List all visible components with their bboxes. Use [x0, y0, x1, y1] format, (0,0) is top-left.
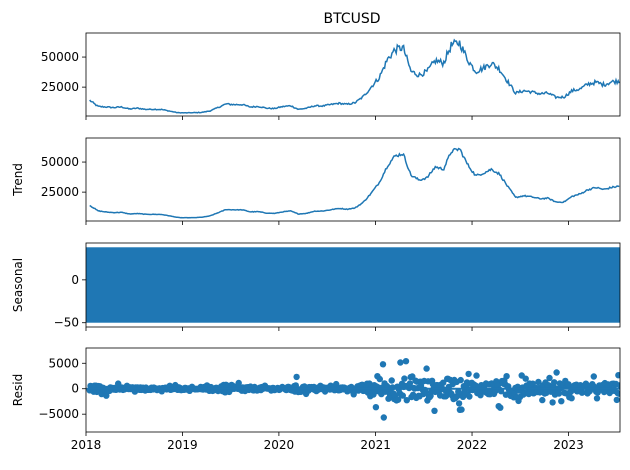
series-line-trend: [89, 147, 620, 219]
y-axis-label: Resid: [11, 374, 25, 406]
resid-point: [406, 380, 414, 387]
y-tick-label: 25000: [41, 185, 79, 199]
resid-point: [590, 373, 597, 380]
resid-point: [616, 390, 620, 397]
figure-title: BTCUSD: [323, 11, 380, 27]
resid-point: [522, 375, 529, 382]
y-tick-label: 50000: [41, 155, 79, 169]
resid-point: [525, 390, 532, 398]
y-tick-label: 50000: [41, 50, 79, 64]
resid-point: [473, 372, 480, 379]
resid-point: [616, 382, 620, 389]
plot-area-resid: [86, 358, 620, 421]
plot-area-trend: [89, 147, 620, 219]
panel-trend: 25000 50000 Trend: [11, 137, 621, 225]
y-tick-label: −50: [54, 316, 79, 330]
x-tick-label: 2022: [457, 438, 488, 452]
panel-resid: 5000 0 −5000 2018 2019 2020 2021 2022 2023 Resid: [11, 347, 621, 452]
resid-point: [558, 398, 565, 405]
resid-point: [465, 370, 472, 378]
y-tick-label: 0: [71, 273, 79, 287]
x-tick-label: 2018: [71, 438, 102, 452]
x-tick-label: 2023: [553, 438, 584, 452]
resid-point: [440, 379, 447, 386]
resid-point: [457, 376, 464, 384]
resid-point: [497, 404, 504, 411]
resid-point: [551, 379, 558, 386]
resid-point: [401, 375, 408, 382]
panel-frame: [85, 242, 621, 328]
resid-point: [293, 373, 300, 381]
resid-point: [423, 365, 430, 372]
resid-point: [397, 359, 404, 366]
resid-point: [376, 375, 383, 383]
plot-area-seasonal: [86, 247, 620, 323]
panel-frame: [85, 32, 621, 117]
seasonal-band: [86, 247, 620, 323]
resid-point: [380, 414, 387, 421]
resid-point: [455, 400, 463, 407]
panel-observed: 25000 50000: [41, 32, 621, 120]
resid-point: [613, 396, 620, 404]
resid-point: [466, 393, 473, 400]
resid-point: [555, 390, 563, 397]
resid-point: [399, 392, 406, 399]
resid-point: [568, 395, 575, 402]
y-tick-label: 0: [71, 382, 79, 396]
y-axis-label: Seasonal: [11, 258, 25, 312]
y-tick-label: −5000: [38, 407, 79, 421]
resid-point: [593, 395, 601, 402]
resid-point: [553, 369, 560, 376]
y-tick-label: 5000: [48, 356, 79, 370]
panel-frame: [85, 137, 621, 222]
resid-point: [394, 396, 402, 403]
resid-point: [578, 389, 586, 396]
resid-point: [565, 381, 572, 388]
resid-point: [539, 396, 546, 404]
series-line-observed: [89, 38, 620, 114]
resid-point: [546, 374, 553, 382]
y-tick-label: 25000: [41, 80, 79, 94]
x-tick-label: 2021: [360, 438, 391, 452]
resid-point: [431, 407, 438, 414]
resid-point: [615, 372, 620, 379]
resid-point: [379, 361, 387, 368]
resid-point: [458, 406, 465, 413]
panel-frame: [85, 347, 621, 433]
resid-point: [333, 380, 340, 388]
x-tick-label: 2019: [167, 438, 198, 452]
y-axis-label: Trend: [11, 163, 25, 197]
resid-point: [388, 377, 395, 384]
x-tick-label: 2020: [264, 438, 295, 452]
plot-area-observed: [89, 38, 620, 114]
resid-point: [549, 399, 556, 406]
resid-point: [372, 404, 380, 411]
resid-point: [402, 358, 410, 365]
panel-seasonal: 0 −50 Seasonal: [11, 242, 621, 331]
resid-point: [403, 397, 410, 404]
resid-point: [535, 378, 542, 386]
resid-point: [503, 373, 510, 380]
panels: 25000500002500050000Trend0−50Seasonal500…: [11, 32, 621, 452]
